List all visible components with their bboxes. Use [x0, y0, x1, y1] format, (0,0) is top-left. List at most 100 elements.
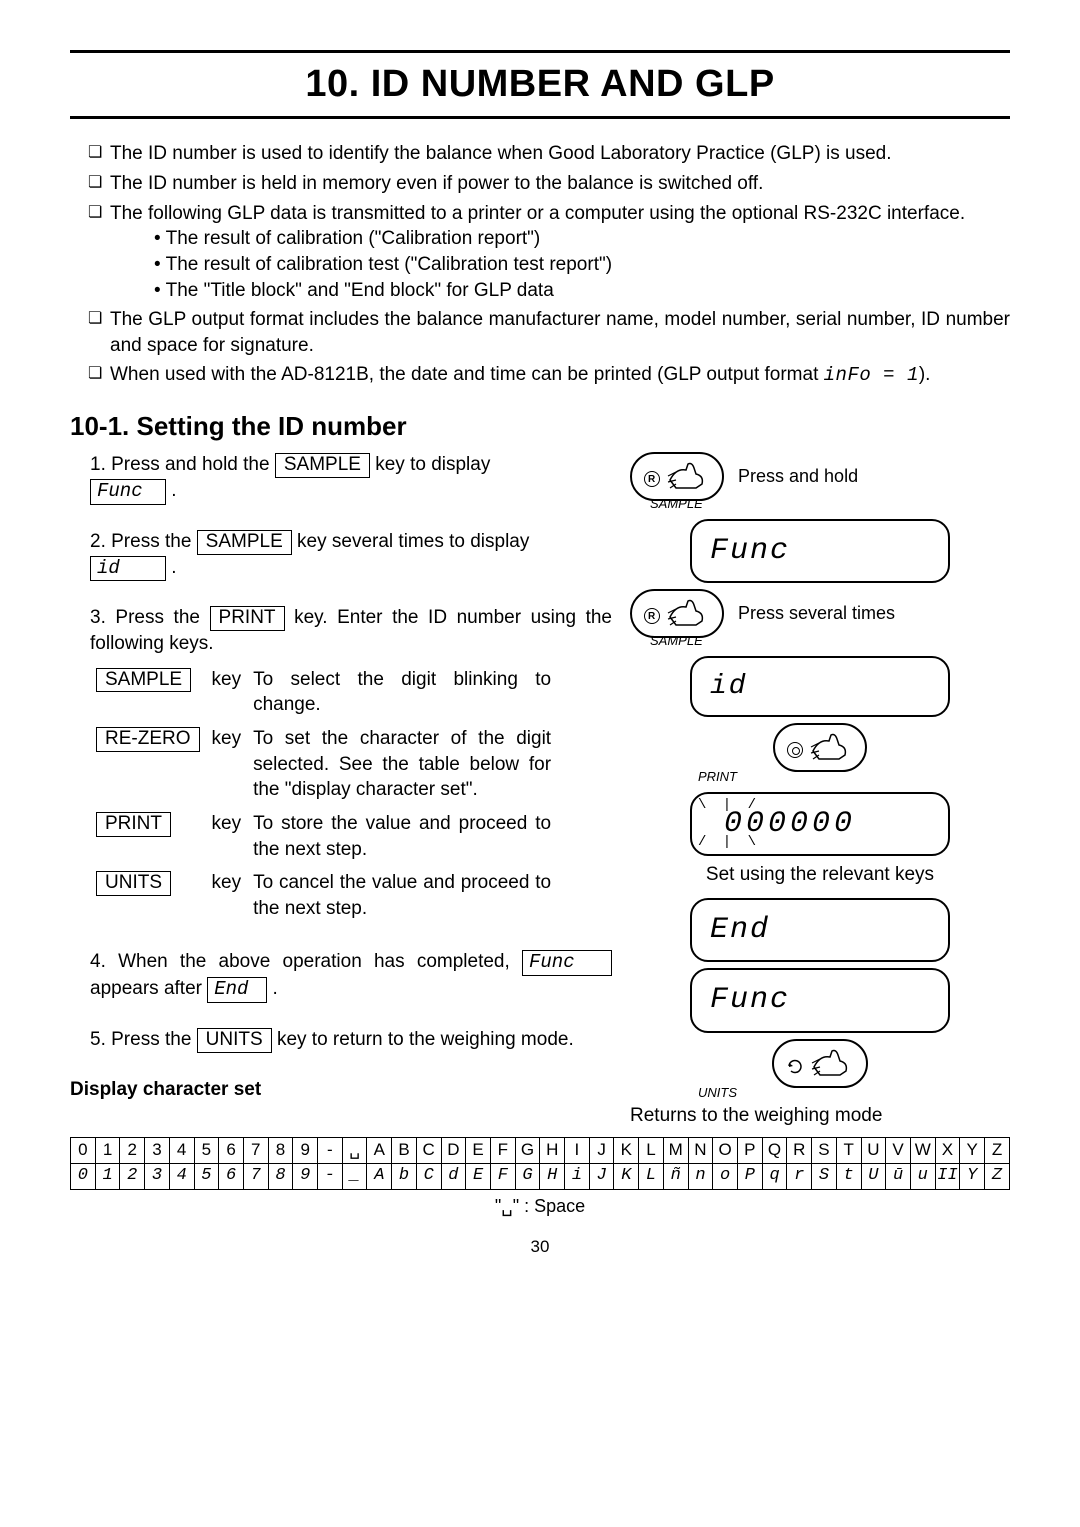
charset-cell: Z: [985, 1137, 1010, 1163]
charset-cell: V: [886, 1137, 911, 1163]
t: key to display: [375, 454, 490, 475]
charset-cell: -: [318, 1163, 343, 1189]
step-5: 5. Press the UNITS key to return to the …: [90, 1027, 612, 1053]
lcd-id: id: [690, 656, 950, 718]
target-icon: [787, 742, 803, 758]
intro-item: The GLP output format includes the balan…: [88, 307, 1010, 358]
key-sample: SAMPLE: [96, 668, 191, 693]
charset-cell: b: [392, 1163, 417, 1189]
charset-cell: u: [910, 1163, 935, 1189]
intro-item: When used with the AD-8121B, the date an…: [88, 362, 1010, 389]
charset-cell: L: [639, 1137, 664, 1163]
charset-cell: Z: [985, 1163, 1010, 1189]
step-2: 2. Press the SAMPLE key several times to…: [90, 529, 612, 582]
charset-cell: N: [688, 1137, 713, 1163]
charset-cell: M: [663, 1137, 688, 1163]
charset-cell: 2: [120, 1163, 145, 1189]
charset-cell: U: [861, 1163, 886, 1189]
key-sample: SAMPLE: [197, 530, 292, 555]
diagram-note: Set using the relevant keys: [630, 862, 1010, 888]
charset-cell: X: [935, 1137, 960, 1163]
t: 2. Press the: [90, 531, 197, 552]
diagram-label: Press several times: [730, 601, 1010, 625]
charset-cell: G: [515, 1137, 540, 1163]
lcd-func: Func: [690, 968, 950, 1033]
charset-cell: t: [836, 1163, 861, 1189]
procedure-diagram: Press and hold SAMPLE Func Press several…: [630, 452, 1010, 1129]
charset-cell: 7: [243, 1163, 268, 1189]
key-desc: To cancel the value and proceed to the n…: [247, 866, 557, 925]
sample-button-icon: [630, 452, 724, 501]
charset-cell: ␣: [342, 1137, 367, 1163]
charset-cell: K: [614, 1163, 639, 1189]
charset-cell: H: [540, 1163, 565, 1189]
t: key: [206, 722, 248, 807]
charset-cell: C: [416, 1137, 441, 1163]
t: ).: [919, 364, 931, 385]
charset-cell: 5: [194, 1137, 219, 1163]
charset-cell: O: [713, 1137, 738, 1163]
charset-cell: 9: [293, 1163, 318, 1189]
intro-text: The following GLP data is transmitted to…: [110, 203, 965, 224]
charset-cell: J: [589, 1163, 614, 1189]
step-1: 1. Press and hold the SAMPLE key to disp…: [90, 452, 612, 505]
charset-cell: d: [441, 1163, 466, 1189]
charset-cell: 8: [268, 1137, 293, 1163]
charset-cell: 6: [219, 1137, 244, 1163]
charset-cell: F: [490, 1137, 515, 1163]
key-rezero: RE-ZERO: [96, 727, 200, 752]
charset-cell: L: [639, 1163, 664, 1189]
key-print: PRINT: [210, 606, 285, 631]
hand-icon: [809, 729, 851, 763]
sample-button-icon: [630, 589, 724, 638]
t: .: [273, 978, 278, 999]
charset-cell: Y: [960, 1163, 985, 1189]
page-number: 30: [70, 1236, 1010, 1259]
charset-cell: 4: [169, 1163, 194, 1189]
charset-cell: F: [490, 1163, 515, 1189]
key-units: UNITS: [197, 1028, 272, 1053]
lcd-end: End: [690, 898, 950, 963]
intro-sub-item: The result of calibration ("Calibration …: [154, 226, 1010, 252]
charset-cell: J: [589, 1137, 614, 1163]
charset-cell: Q: [762, 1137, 787, 1163]
t: When used with the AD-8121B, the date an…: [110, 364, 824, 385]
intro-sub-item: The result of calibration test ("Calibra…: [154, 252, 1010, 278]
charset-cell: S: [812, 1137, 837, 1163]
charset-cell: r: [787, 1163, 812, 1189]
key-desc: To select the digit blinking to change.: [247, 663, 557, 722]
charset-cell: 4: [169, 1137, 194, 1163]
print-button-icon: [773, 723, 867, 772]
diagram-returns: Returns to the weighing mode: [630, 1103, 1010, 1129]
dcs-label: Display character set: [70, 1077, 612, 1103]
charset-cell: 9: [293, 1137, 318, 1163]
t: key: [206, 663, 248, 722]
key-desc: To set the character of the digit select…: [247, 722, 557, 807]
charset-cell: 7: [243, 1137, 268, 1163]
charset-cell: K: [614, 1137, 639, 1163]
t: key several times to display: [297, 531, 529, 552]
step-4: 4. When the above operation has complete…: [90, 949, 612, 1003]
t: 4. When the above operation has complete…: [90, 951, 522, 972]
intro-item: The ID number is held in memory even if …: [88, 171, 1010, 197]
charset-cell: ū: [886, 1163, 911, 1189]
charset-cell: 5: [194, 1163, 219, 1189]
charset-cell: R: [787, 1137, 812, 1163]
intro-sub-item: The "Title block" and "End block" for GL…: [154, 278, 1010, 304]
charset-cell: U: [861, 1137, 886, 1163]
key-table: SAMPLE key To select the digit blinking …: [90, 663, 557, 926]
charset-cell: 3: [145, 1137, 170, 1163]
key-print: PRINT: [96, 812, 171, 837]
rezero-icon: [644, 608, 660, 624]
charset-cell: H: [540, 1137, 565, 1163]
charset-cell: C: [416, 1163, 441, 1189]
charset-cell: i: [565, 1163, 590, 1189]
hand-icon: [666, 595, 708, 629]
t: appears after: [90, 978, 207, 999]
charset-cell: n: [688, 1163, 713, 1189]
charset-cell: A: [367, 1163, 392, 1189]
charset-cell: W: [910, 1137, 935, 1163]
seg-text: inFo = 1: [824, 364, 919, 386]
charset-cell: E: [466, 1137, 491, 1163]
charset-cell: 0: [71, 1137, 96, 1163]
